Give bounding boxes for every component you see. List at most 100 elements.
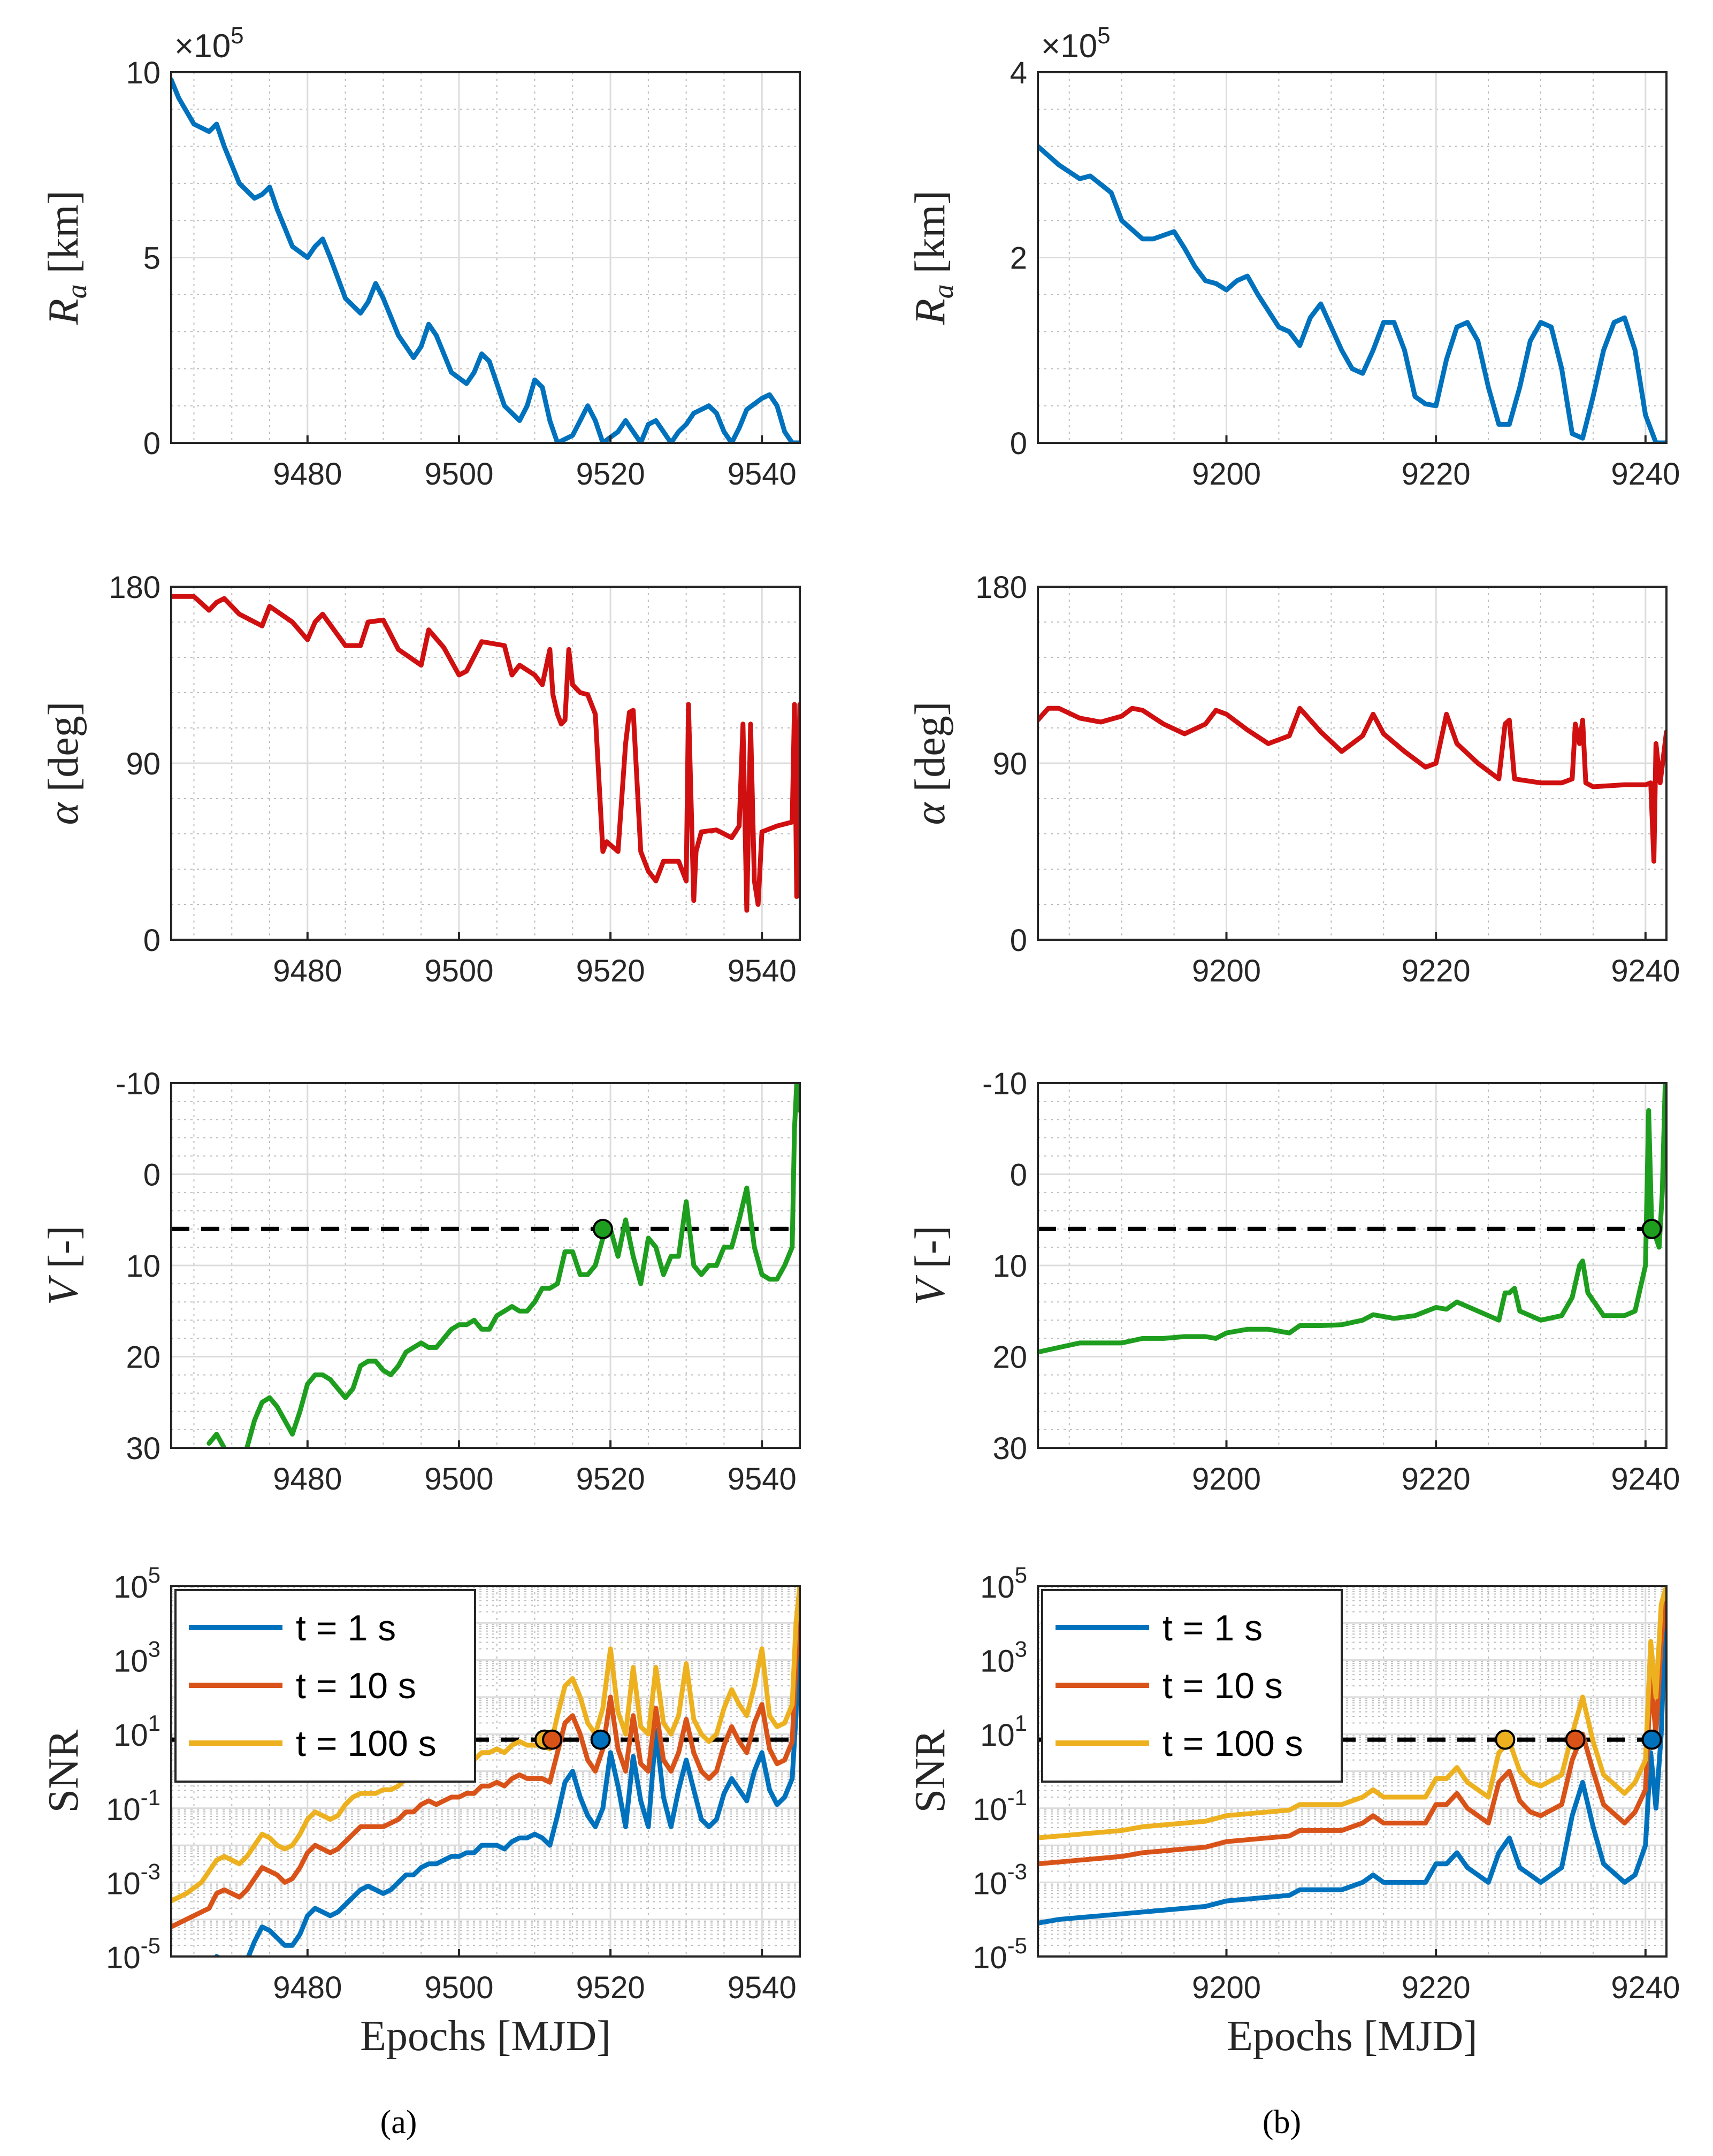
y-tick-label: 4 bbox=[1010, 56, 1027, 90]
series-line-1 bbox=[171, 77, 800, 443]
y-label-unit: [-] bbox=[907, 1226, 954, 1279]
x-tick-label: 9540 bbox=[728, 954, 797, 988]
detection-marker-1 bbox=[592, 1218, 613, 1239]
tick-exponent: 3 bbox=[1015, 1637, 1027, 1662]
axes-frame bbox=[170, 1082, 801, 1449]
legend-label-3: t = 100 s bbox=[296, 1723, 437, 1764]
x-tick-label: 9500 bbox=[424, 457, 493, 492]
y-label-unit: [km] bbox=[907, 190, 954, 285]
x-tick-label: 9500 bbox=[424, 954, 493, 988]
series-line-1 bbox=[213, 1586, 800, 1956]
y-axis-label: Ra [km] bbox=[40, 190, 93, 325]
x-tick-label: 9500 bbox=[424, 1462, 493, 1497]
x-tick-label: 9520 bbox=[576, 1970, 645, 2005]
tick-base: 10 bbox=[973, 1866, 1007, 1901]
panel-b-apoapsis-radius: 9200 9220 9240 0 2 4 ×105 Ra [km] bbox=[907, 22, 1680, 492]
tick-base: 10 bbox=[106, 1866, 141, 1901]
legend-label-1: t = 1 s bbox=[296, 1608, 396, 1648]
tick-exponent: -1 bbox=[1007, 1785, 1027, 1810]
x-tick-label: 9520 bbox=[576, 954, 645, 988]
panel-b-visual-magnitude: 9200 9220 9240 -10 0 10 20 30 V [-] bbox=[907, 1067, 1680, 1497]
y-tick-label: 30 bbox=[126, 1431, 160, 1466]
y-tick-label: 10-5 bbox=[106, 1933, 160, 1975]
tick-exponent: 3 bbox=[148, 1637, 160, 1662]
x-tick-label: 9540 bbox=[728, 457, 797, 492]
detection-marker-1 bbox=[1495, 1729, 1516, 1750]
y-tick-label: 10-1 bbox=[106, 1785, 160, 1827]
x-tick-label: 9480 bbox=[273, 954, 342, 988]
y-label-unit: [km] bbox=[40, 190, 87, 285]
y-axis-label: Ra [km] bbox=[907, 190, 959, 325]
detection-marker-3 bbox=[1641, 1729, 1662, 1750]
x-axis-label: Epochs [MJD] bbox=[1227, 2013, 1478, 2060]
x-tick-label: 9480 bbox=[273, 457, 342, 492]
y-tick-label: 101 bbox=[113, 1710, 160, 1753]
series-line-3 bbox=[171, 1586, 800, 1904]
y-tick-label: 10 bbox=[992, 1249, 1027, 1284]
subfigure-label-b: (b) bbox=[1263, 2104, 1301, 2140]
tick-base: 10 bbox=[113, 1644, 148, 1679]
y-tick-label: 10 bbox=[126, 1249, 160, 1284]
y-tick-label: 180 bbox=[109, 570, 160, 605]
axes-frame bbox=[1037, 586, 1668, 941]
series-line-2 bbox=[1038, 1586, 1666, 1867]
x-tick-label: 9240 bbox=[1611, 1970, 1680, 2005]
x-tick-label: 9240 bbox=[1611, 1462, 1680, 1497]
detection-marker-2 bbox=[542, 1729, 563, 1750]
tick-base: 10 bbox=[973, 1792, 1007, 1827]
tick-exponent: 1 bbox=[148, 1710, 160, 1736]
legend-label-2: t = 10 s bbox=[296, 1666, 416, 1706]
series-line-1 bbox=[207, 1083, 800, 1448]
x-tick-label: 9540 bbox=[728, 1970, 797, 2005]
tick-exponent: -1 bbox=[141, 1785, 160, 1810]
x-tick-label: 9520 bbox=[576, 457, 645, 492]
y-axis-label: α [deg] bbox=[907, 702, 954, 825]
axes-frame bbox=[1037, 1585, 1668, 1958]
detection-marker-3 bbox=[590, 1729, 611, 1750]
data-layer bbox=[1038, 1586, 1666, 1926]
series-line-1 bbox=[1038, 1083, 1666, 1355]
y-label-unit: [deg] bbox=[907, 702, 954, 803]
y-tick-label: 20 bbox=[126, 1340, 160, 1375]
axes-frame bbox=[1037, 71, 1668, 444]
y-label-unit: [-] bbox=[40, 1226, 87, 1279]
series-line-1 bbox=[1038, 144, 1666, 443]
axis-multiplier: ×105 bbox=[1041, 22, 1111, 65]
tick-exponent: 5 bbox=[148, 1562, 160, 1587]
y-tick-label: 0 bbox=[1010, 1158, 1027, 1193]
tick-base: 10 bbox=[113, 1570, 148, 1605]
y-tick-label: -10 bbox=[982, 1067, 1027, 1101]
y-label-subscript: a bbox=[927, 284, 959, 298]
y-tick-label: 103 bbox=[980, 1637, 1027, 1679]
x-axis-label: Epochs [MJD] bbox=[360, 2013, 611, 2060]
axes-frame bbox=[1037, 1082, 1668, 1449]
y-tick-label: 10-1 bbox=[973, 1785, 1027, 1827]
tick-base: 10 bbox=[106, 1940, 141, 1975]
tick-base: 10 bbox=[980, 1644, 1015, 1679]
multiplier-exponent: 5 bbox=[231, 22, 243, 49]
y-tick-label: 10-3 bbox=[106, 1859, 160, 1901]
data-layer bbox=[207, 1083, 800, 1448]
x-tick-label: 9240 bbox=[1611, 954, 1680, 988]
y-tick-label: 0 bbox=[1010, 923, 1027, 958]
tick-base: 10 bbox=[106, 1792, 141, 1827]
y-label-subscript: a bbox=[60, 284, 93, 298]
data-layer bbox=[1038, 1083, 1666, 1355]
x-tick-label: 9220 bbox=[1402, 457, 1471, 492]
multiplier-base: ×10 bbox=[174, 28, 231, 65]
y-tick-label: 0 bbox=[1010, 426, 1027, 461]
y-label-symbol: SNR bbox=[907, 1729, 954, 1813]
y-tick-label: 180 bbox=[975, 570, 1027, 605]
y-tick-label: 20 bbox=[992, 1340, 1027, 1375]
y-label-symbol: R bbox=[907, 298, 954, 325]
y-label-symbol: V bbox=[40, 1275, 87, 1305]
series-line-3 bbox=[1038, 1586, 1666, 1840]
x-tick-label: 9200 bbox=[1192, 1970, 1261, 2005]
y-tick-label: 103 bbox=[113, 1637, 160, 1679]
y-label-symbol: V bbox=[907, 1275, 954, 1305]
tick-base: 10 bbox=[980, 1718, 1015, 1753]
y-axis-label: SNR bbox=[40, 1729, 87, 1813]
x-tick-label: 9500 bbox=[424, 1970, 493, 2005]
y-label-symbol: R bbox=[40, 298, 87, 325]
